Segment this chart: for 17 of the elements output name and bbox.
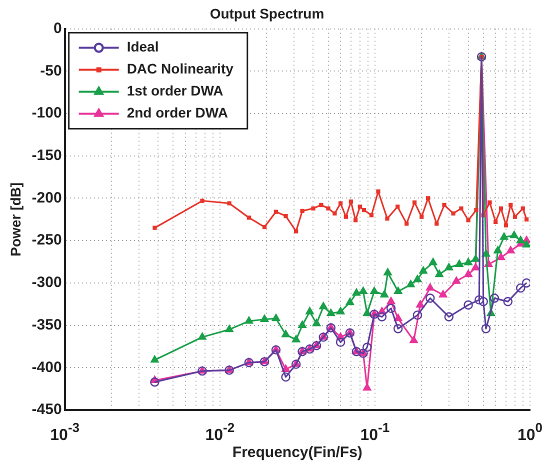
legend-label: 2nd order DWA [126, 104, 228, 121]
y-tick-label: -400 [32, 358, 62, 376]
chart-title: Output Spectrum [210, 5, 324, 22]
y-tick-label: -250 [32, 232, 62, 249]
y-tick-label: -100 [32, 104, 62, 122]
legend-label: 1st order DWA [126, 82, 224, 99]
y-tick-label: 0 [53, 20, 62, 37]
legend-label: Ideal [126, 38, 159, 55]
y-axis-title: Power [dB] [7, 182, 24, 256]
legend-label: DAC Nolinearity [126, 60, 234, 77]
y-tick-label: -150 [32, 147, 62, 164]
y-tick-label: -200 [32, 189, 62, 206]
x-axis-title: Frequency(Fin/Fs) [232, 444, 362, 462]
y-tick-label: -50 [40, 62, 62, 80]
y-tick-label: -350 [32, 316, 62, 334]
y-tick-label: -300 [32, 274, 62, 292]
y-tick-label: -450 [32, 401, 62, 418]
